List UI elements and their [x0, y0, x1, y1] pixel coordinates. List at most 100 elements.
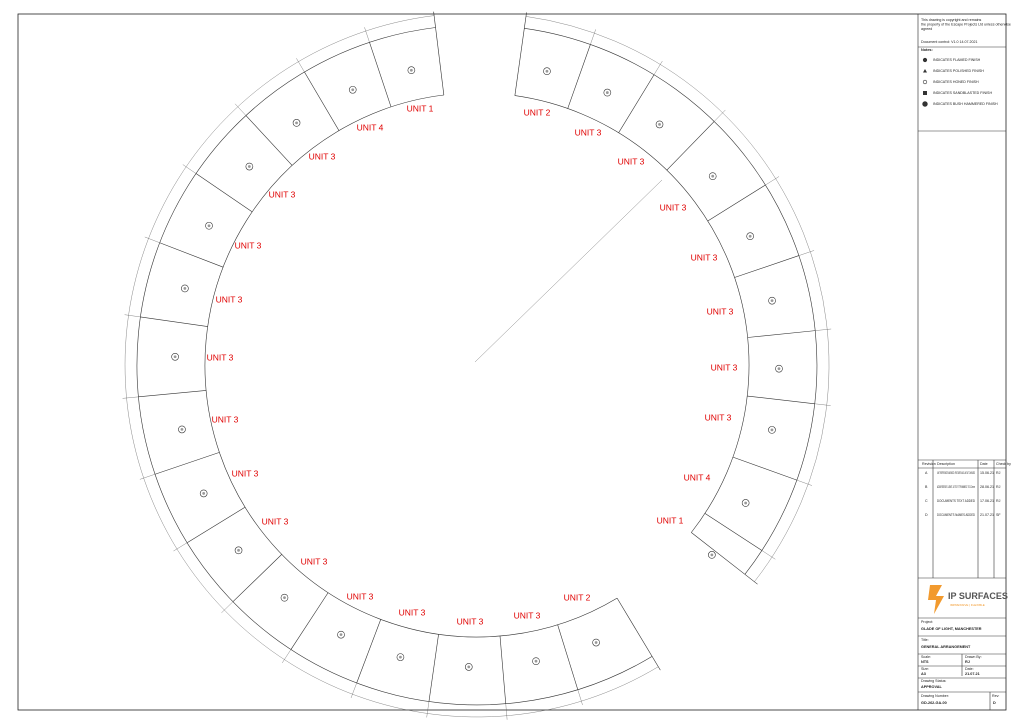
end-edge [433, 11, 445, 96]
revision-cell: D [925, 513, 928, 517]
dimension-tick [182, 164, 197, 174]
name-medallion-core [711, 174, 715, 178]
segment-divider [428, 634, 439, 702]
unit-label: UNIT 3 [212, 414, 239, 424]
dimension-tick [173, 542, 188, 552]
revision-cell: DOCUMENTS TEXT ADDED [937, 499, 975, 503]
unit-label: UNIT 3 [711, 362, 738, 372]
notes-title: Notes: [921, 48, 933, 52]
legend-text: INDICATES POLISHED FINISH [933, 69, 984, 73]
revision-cell: SF [996, 513, 1001, 517]
dimension-tick [296, 58, 305, 73]
name-medallion-core [594, 641, 598, 644]
dimension-tick [234, 103, 247, 116]
legend-symbol [923, 91, 927, 95]
copyright-note: the property of the Escape Projects Ltd … [921, 23, 1011, 27]
field-label: Project: [921, 620, 933, 624]
unit-label: UNIT 3 [575, 127, 602, 137]
field-label: Drawing Number: [921, 694, 949, 698]
dimension-tick [814, 403, 831, 406]
logo-mark [928, 585, 944, 614]
dimension-tick [144, 236, 160, 243]
outer-edge [136, 27, 653, 706]
revision-header: Date [980, 462, 988, 466]
revision-cell: RJ [996, 485, 1001, 489]
revision-cell: UNIT REFERENCES AMENDED. FEATURES AND LA… [937, 471, 975, 475]
name-medallion-core [770, 299, 774, 303]
segment-divider [704, 513, 763, 551]
dimension-tick [761, 550, 776, 560]
segment-divider [159, 242, 224, 268]
dimension-tick [364, 27, 370, 43]
unit-label: UNIT 3 [457, 616, 484, 626]
dimension-tick [426, 701, 430, 718]
revision-cell: 15.06.21 [980, 471, 994, 475]
dimension-line [124, 15, 659, 718]
name-medallion-core [202, 492, 206, 495]
revision-header: Description [937, 462, 955, 466]
name-medallion-core [748, 234, 752, 238]
legend-text: INDICATES SANDBLASTED FINISH [933, 91, 992, 95]
segment-divider [747, 330, 816, 338]
segment-divider [138, 390, 207, 398]
legend-symbol [922, 79, 928, 85]
field-value: APPROVAL [921, 685, 942, 689]
name-medallion-core [247, 165, 251, 168]
segment-divider [154, 452, 220, 475]
field-value: NTS [921, 660, 929, 664]
name-medallion-core [658, 122, 661, 126]
unit-label: UNIT 3 [399, 607, 426, 617]
field-label: Size: [921, 667, 929, 671]
name-medallion-core [183, 287, 187, 290]
revision-cell: B [925, 485, 928, 489]
unit-label: UNIT 3 [309, 151, 336, 161]
unit-label: UNIT 3 [707, 306, 734, 316]
name-medallion-core [605, 91, 609, 94]
field-label: Scale: [921, 655, 931, 659]
revision-cell: DOCUMENTS NAMES ADDED [937, 513, 975, 517]
name-medallion-core [339, 633, 343, 637]
segment-divider [707, 184, 766, 222]
segment-divider [195, 173, 253, 213]
revision-cell: RJ [996, 471, 1001, 475]
document-control: Document control: V1.0 14.07.2021 [921, 40, 978, 44]
field-value: 21.07.21 [965, 672, 980, 676]
unit-label: UNIT 3 [216, 294, 243, 304]
legend-symbol [922, 101, 928, 107]
name-medallion-core [409, 68, 413, 72]
field-label: Date: [965, 667, 974, 671]
logo-text: IP SURFACES [948, 591, 1008, 601]
name-medallion-core [180, 427, 184, 431]
segment-divider [369, 42, 392, 108]
revision-cell: 21.07.21 [980, 513, 994, 517]
unit-label: UNIT 3 [705, 412, 732, 422]
segment-divider [747, 395, 815, 405]
copyright-note: This drawing is copyright and remains [921, 18, 982, 22]
dimension-tick [765, 176, 780, 186]
inner-edge [514, 95, 750, 533]
dimension-tick [815, 328, 832, 331]
legend-symbol [922, 57, 928, 63]
revision-cell: 17.06.21 [980, 499, 994, 503]
unit-label: UNIT 1 [657, 515, 684, 525]
segment-divider [557, 624, 579, 690]
unit-label: UNIT 1 [407, 103, 434, 113]
dimension-tick [798, 250, 815, 256]
segment-divider [734, 255, 800, 278]
project-name: GLADE OF LIGHT, MANCHESTER [921, 627, 982, 631]
revision-cell: A [925, 471, 928, 475]
revision-cell: 28.06.21 [980, 485, 994, 489]
unit-label: UNIT 2 [564, 592, 591, 602]
dimension-tick [653, 60, 663, 75]
name-medallion-core [173, 355, 177, 359]
revision-cell: C [925, 499, 928, 503]
segment-divider [186, 506, 246, 543]
name-medallion-core [467, 665, 471, 669]
logo-subtext: IMPRESSIVE | FLEXIBLE [950, 603, 985, 607]
field-label: Title: [921, 638, 929, 642]
unit-label: UNIT 4 [684, 472, 711, 482]
legend-text: INDICATES BUSH HAMMERED FINISH [933, 102, 998, 106]
dimension-tick [122, 396, 139, 399]
